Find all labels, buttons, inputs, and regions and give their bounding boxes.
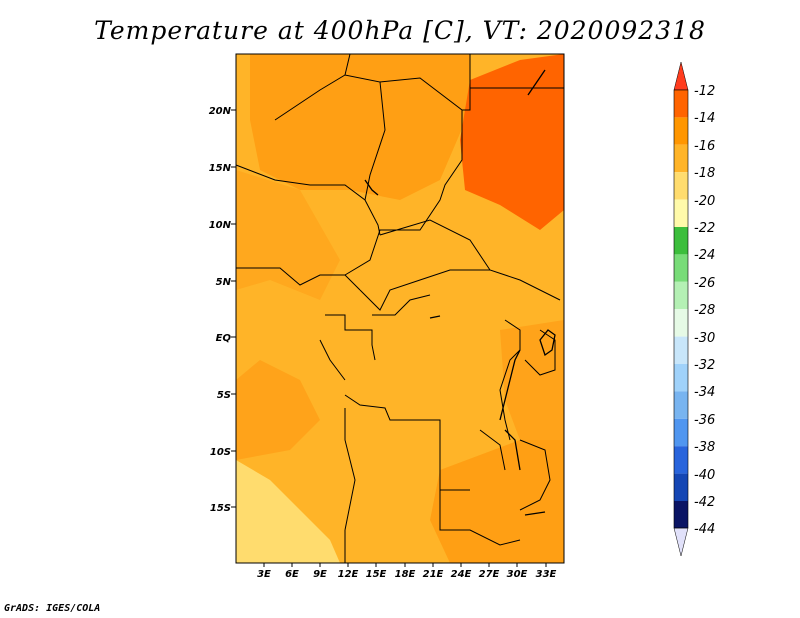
colorbar-band-12-14 bbox=[674, 90, 688, 118]
colorbar-label: -20 bbox=[694, 194, 715, 209]
lat-axis: 20N 15N 10N 5N EQ 5S 10S 15S bbox=[209, 106, 232, 514]
lake-outlines bbox=[364, 69, 556, 516]
lon-label-9e: 9E bbox=[313, 569, 327, 580]
lat-label-5s: 5S bbox=[217, 390, 231, 401]
lon-label-3e: 3E bbox=[257, 569, 271, 580]
colorbar-label: -42 bbox=[694, 495, 715, 510]
temperature-field bbox=[236, 54, 564, 563]
colorbar-label: -14 bbox=[694, 111, 715, 126]
colorbar-labels: -12 -14 -16 -18 -20 -22 -24 -26 -28 -30 … bbox=[694, 84, 715, 537]
lon-label-30e: 30E bbox=[507, 569, 528, 580]
lon-label-24e: 24E bbox=[451, 569, 472, 580]
lon-axis: 3E 6E 9E 12E 15E 18E 21E 24E 27E 30E 33E bbox=[257, 569, 556, 580]
colorbar-band-20-22 bbox=[674, 199, 688, 227]
colorbar-below-triangle bbox=[673, 527, 689, 557]
colorbar-band-34-36 bbox=[674, 391, 688, 419]
lon-label-27e: 27E bbox=[479, 569, 500, 580]
lat-label-15s: 15S bbox=[210, 503, 231, 514]
colorbar-band-32-34 bbox=[674, 364, 688, 392]
field-east bbox=[500, 320, 564, 440]
colorbar-label: -44 bbox=[694, 522, 715, 537]
lat-label-10n: 10N bbox=[209, 220, 232, 231]
lon-label-6e: 6E bbox=[285, 569, 299, 580]
colorbar-label: -40 bbox=[694, 468, 715, 483]
colorbar-band-14-16 bbox=[674, 117, 688, 145]
colorbar-label: -28 bbox=[694, 303, 715, 318]
colorbar-label: -26 bbox=[694, 276, 715, 291]
lon-label-12e: 12E bbox=[338, 569, 359, 580]
lon-label-21e: 21E bbox=[423, 569, 444, 580]
colorbar-label: -30 bbox=[694, 331, 715, 346]
grads-credit: GrADS: IGES/COLA bbox=[4, 603, 101, 614]
field-southeast bbox=[430, 440, 564, 563]
country-borders bbox=[235, 53, 564, 563]
colorbar-label: -24 bbox=[694, 248, 715, 263]
colorbar-band-28-30 bbox=[674, 309, 688, 337]
lat-label-20n: 20N bbox=[209, 106, 232, 117]
colorbar-band-36-38 bbox=[674, 418, 688, 447]
colorbar: -12 -14 -16 -18 -20 -22 -24 -26 -28 -30 … bbox=[673, 61, 715, 557]
colorbar-label: -16 bbox=[694, 139, 715, 154]
colorbar-band-16-18 bbox=[674, 144, 688, 173]
colorbar-label: -12 bbox=[694, 84, 715, 99]
colorbar-label: -32 bbox=[694, 358, 715, 373]
colorbar-label: -36 bbox=[694, 413, 715, 428]
colorbar-band-18-20 bbox=[674, 172, 688, 200]
map-frame bbox=[235, 53, 565, 564]
field-north bbox=[250, 54, 470, 200]
colorbar-band-26-28 bbox=[674, 281, 688, 310]
field-cool-sw bbox=[236, 460, 340, 563]
field-warm-core bbox=[460, 54, 564, 230]
colorbar-band-22-24 bbox=[674, 227, 688, 255]
lon-label-18e: 18E bbox=[395, 569, 416, 580]
colorbar-band-42-44 bbox=[674, 501, 688, 528]
colorbar-band-24-26 bbox=[674, 254, 688, 282]
field-west-south bbox=[236, 360, 320, 460]
lat-label-eq: EQ bbox=[216, 333, 232, 344]
lon-label-33e: 33E bbox=[536, 569, 557, 580]
lon-ticks bbox=[263, 563, 547, 567]
lat-label-15n: 15N bbox=[209, 163, 232, 174]
colorbar-label: -34 bbox=[694, 385, 715, 400]
colorbar-band-40-42 bbox=[674, 473, 688, 501]
colorbar-label: -18 bbox=[694, 166, 715, 181]
lon-label-15e: 15E bbox=[366, 569, 387, 580]
lat-label-5n: 5N bbox=[216, 277, 232, 288]
lat-ticks bbox=[231, 109, 236, 508]
map-title: Temperature at 400hPa [C], VT: 202009231… bbox=[94, 16, 706, 45]
colorbar-band-38-40 bbox=[674, 446, 688, 474]
colorbar-label: -38 bbox=[694, 440, 715, 455]
colorbar-label: -22 bbox=[694, 221, 715, 236]
lat-label-10s: 10S bbox=[210, 447, 231, 458]
colorbar-frame bbox=[673, 89, 689, 529]
colorbar-band-30-32 bbox=[674, 336, 688, 364]
colorbar-above-triangle bbox=[673, 61, 689, 91]
